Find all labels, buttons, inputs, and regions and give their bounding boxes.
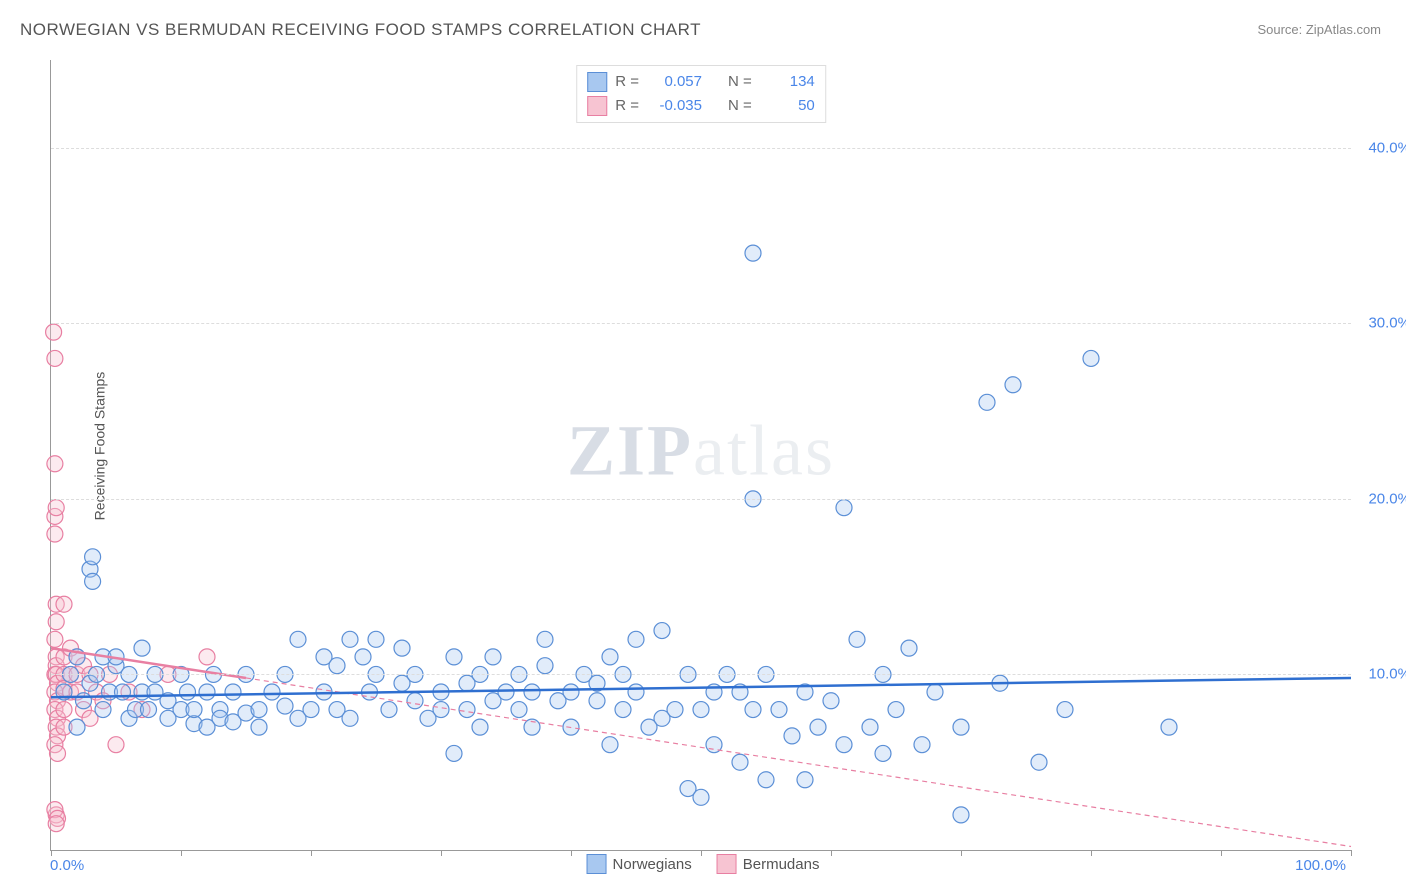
series-legend: Norwegians Bermudans xyxy=(587,854,820,874)
legend-label-bermudans: Bermudans xyxy=(743,856,820,873)
stats-row-norwegians: R = 0.057 N = 134 xyxy=(587,70,815,94)
legend-label-norwegians: Norwegians xyxy=(613,856,692,873)
swatch-norwegians xyxy=(587,72,607,92)
r-value-bermudans: -0.035 xyxy=(647,94,702,118)
swatch-bermudans xyxy=(587,96,607,116)
r-label: R = xyxy=(615,70,639,94)
correlation-stats-box: R = 0.057 N = 134 R = -0.035 N = 50 xyxy=(576,65,826,123)
n-label: N = xyxy=(728,94,752,118)
n-value-norwegians: 134 xyxy=(760,70,815,94)
x-tick xyxy=(1221,850,1222,856)
x-axis-max-label: 100.0% xyxy=(1295,857,1346,874)
x-tick xyxy=(1091,850,1092,856)
chart-title: NORWEGIAN VS BERMUDAN RECEIVING FOOD STA… xyxy=(20,20,701,40)
n-label: N = xyxy=(728,70,752,94)
x-tick xyxy=(1351,850,1352,856)
x-axis-min-label: 0.0% xyxy=(50,857,84,874)
gridline xyxy=(51,499,1351,500)
r-label: R = xyxy=(615,94,639,118)
legend-swatch-bermudans xyxy=(717,854,737,874)
n-value-bermudans: 50 xyxy=(760,94,815,118)
legend-swatch-norwegians xyxy=(587,854,607,874)
plot-area: ZIPatlas R = 0.057 N = 134 R = -0.035 N … xyxy=(50,60,1351,851)
x-tick xyxy=(51,850,52,856)
gridline xyxy=(51,323,1351,324)
y-tick-label: 10.0% xyxy=(1368,666,1406,683)
source-attribution: Source: ZipAtlas.com xyxy=(1257,22,1381,37)
x-tick xyxy=(311,850,312,856)
legend-item-norwegians: Norwegians xyxy=(587,854,692,874)
x-tick xyxy=(571,850,572,856)
scatter-svg xyxy=(51,60,1351,850)
gridline xyxy=(51,674,1351,675)
legend-item-bermudans: Bermudans xyxy=(717,854,820,874)
stats-row-bermudans: R = -0.035 N = 50 xyxy=(587,94,815,118)
y-tick-label: 30.0% xyxy=(1368,315,1406,332)
y-tick-label: 20.0% xyxy=(1368,490,1406,507)
r-value-norwegians: 0.057 xyxy=(647,70,702,94)
x-tick xyxy=(441,850,442,856)
x-tick xyxy=(831,850,832,856)
y-tick-label: 40.0% xyxy=(1368,139,1406,156)
x-tick xyxy=(961,850,962,856)
x-tick xyxy=(181,850,182,856)
gridline xyxy=(51,148,1351,149)
